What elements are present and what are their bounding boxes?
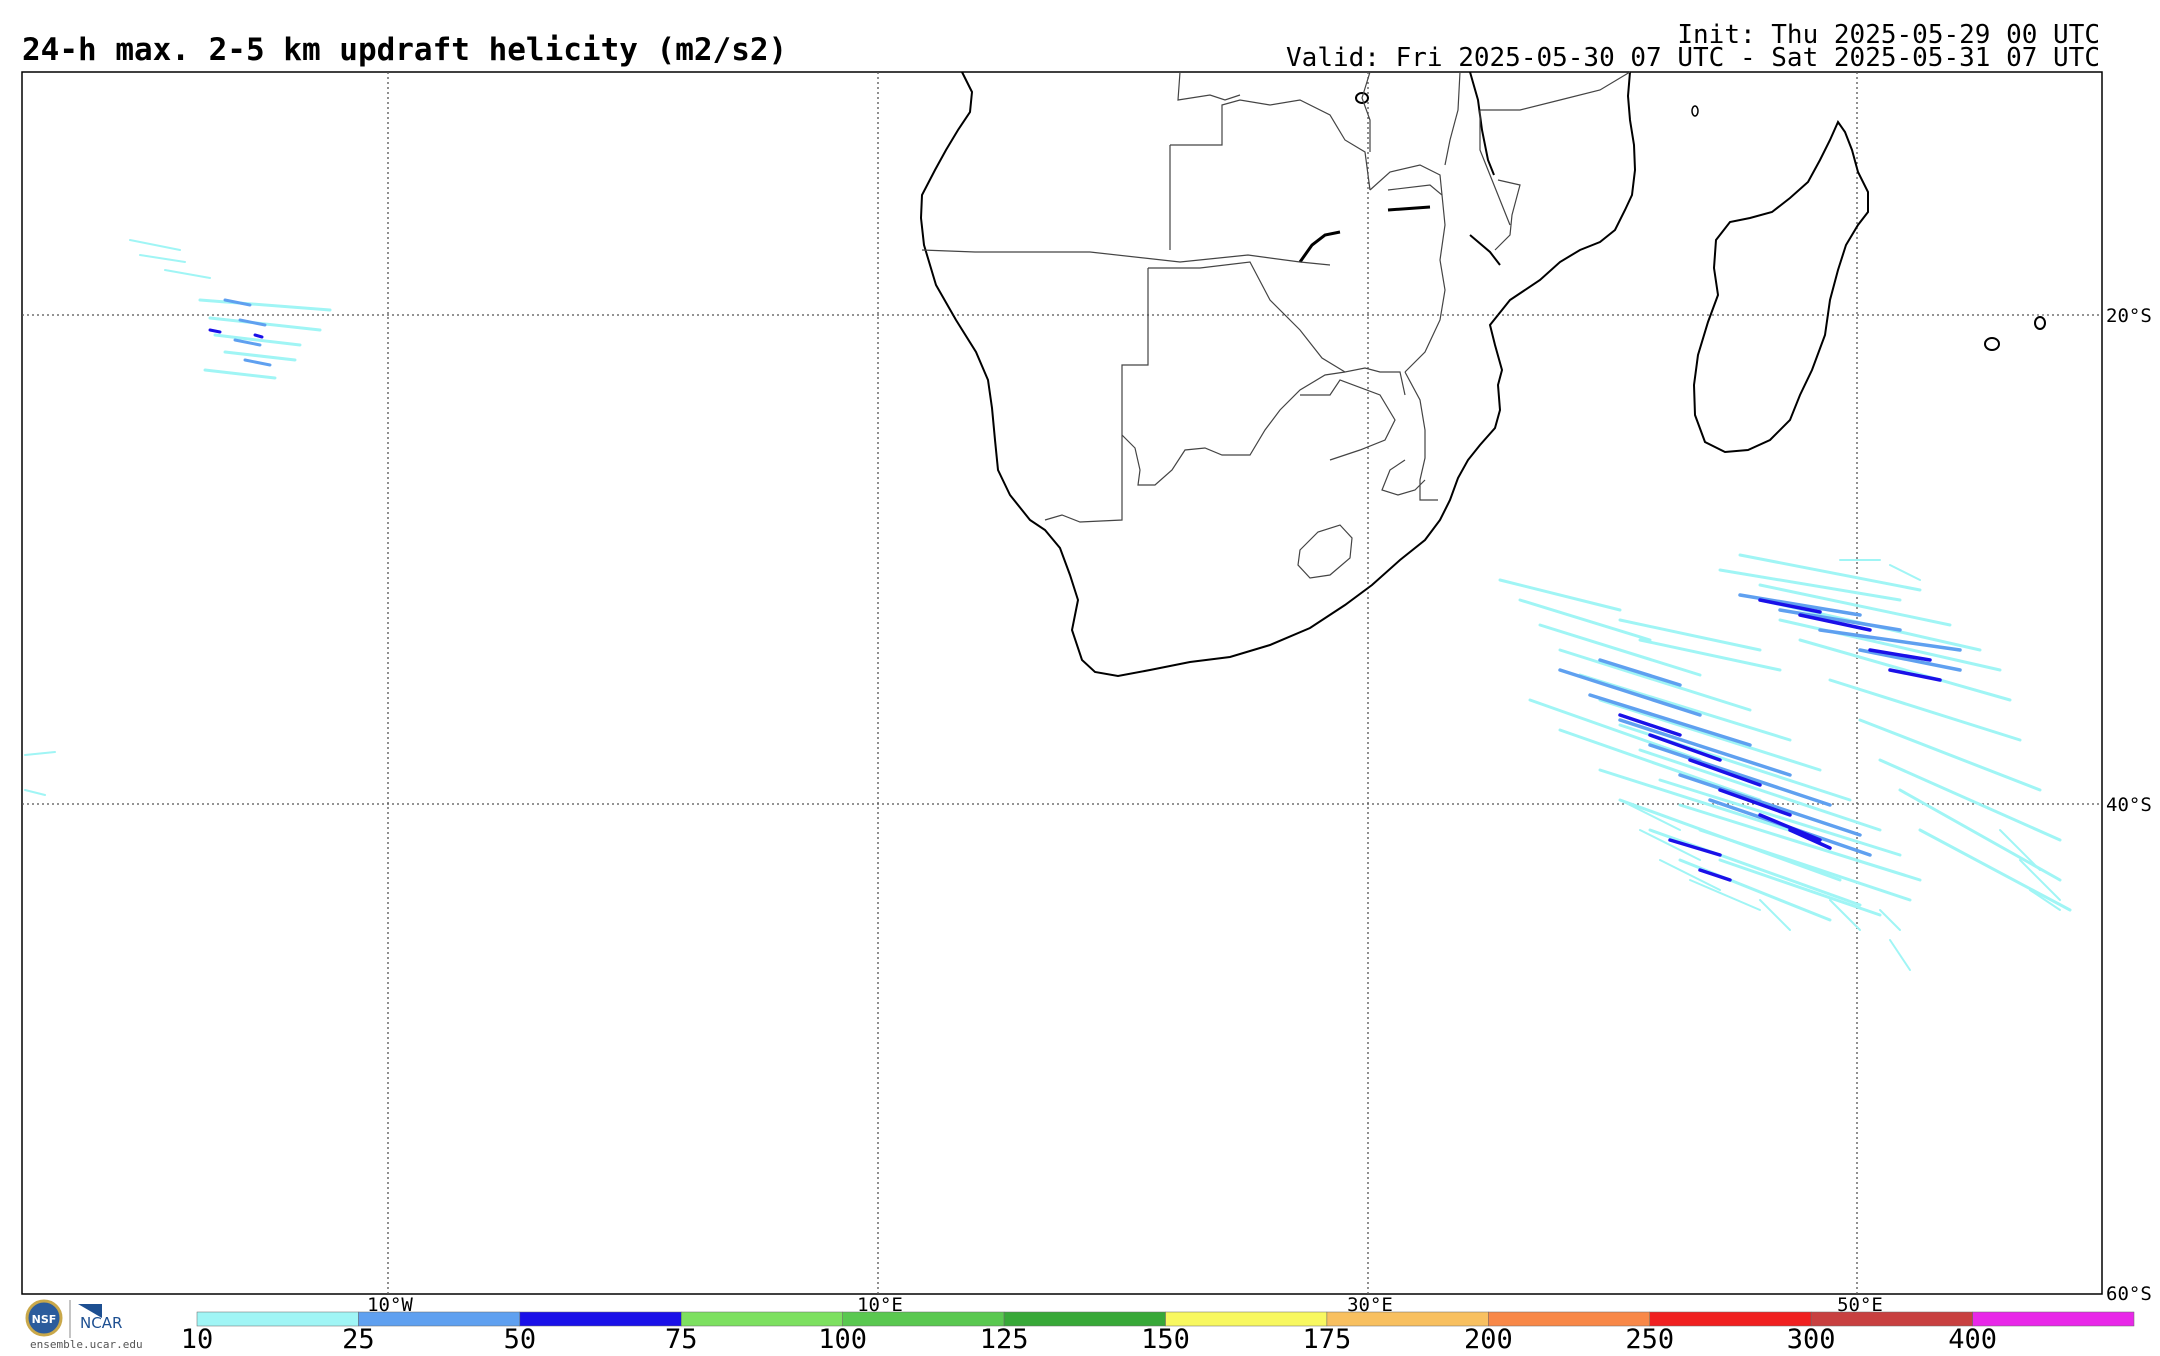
colorbar-tick-label: 200 bbox=[1464, 1324, 1513, 1354]
ncar-label: NCAR bbox=[80, 1314, 122, 1332]
island-reunion bbox=[1984, 337, 2000, 351]
lon-label-50e: 50°E bbox=[1837, 1294, 1883, 1316]
map-title: 24-h max. 2-5 km updraft helicity (m2/s2… bbox=[22, 32, 788, 68]
valid-time: Valid: Fri 2025-05-30 07 UTC - Sat 2025-… bbox=[1286, 43, 2100, 73]
svg-text:NSF: NSF bbox=[32, 1313, 57, 1326]
colorbar: 10 25 50 75 100 125 150 175 200 250 300 400 bbox=[181, 1311, 2135, 1354]
colorbar-swatch bbox=[1972, 1311, 2135, 1327]
ncar-mark-icon bbox=[78, 1304, 102, 1318]
africa-coastline bbox=[919, 71, 1637, 678]
map-frame bbox=[21, 71, 2103, 1295]
colorbar-swatch bbox=[358, 1311, 521, 1327]
island-mauritius bbox=[2034, 316, 2046, 330]
helicity-east-band bbox=[1498, 553, 2072, 971]
lat-label-20s: 20°S bbox=[2106, 305, 2152, 327]
lesotho-border bbox=[1297, 524, 1353, 579]
lon-label-10w: 10°W bbox=[367, 1294, 413, 1316]
colorbar-tick-label: 50 bbox=[504, 1324, 537, 1354]
lake-bangweulu bbox=[1355, 92, 1369, 104]
helicity-field bbox=[24, 239, 2072, 971]
colorbar-tick-label: 250 bbox=[1625, 1324, 1674, 1354]
helicity-west-patch bbox=[24, 239, 332, 796]
site-footer: ensemble.ucar.edu bbox=[30, 1338, 143, 1351]
graticule bbox=[22, 72, 2102, 1294]
colorbar-tick-label: 175 bbox=[1303, 1324, 1352, 1354]
colorbar-tick-label: 300 bbox=[1787, 1324, 1836, 1354]
colorbar-tick-label: 125 bbox=[980, 1324, 1029, 1354]
nsf-ncar-logo: NSF NCAR bbox=[25, 1299, 122, 1338]
colorbar-tick-label: 10 bbox=[181, 1324, 214, 1354]
lake-malawi bbox=[1469, 71, 1495, 176]
colorbar-swatch bbox=[519, 1311, 682, 1327]
lon-label-10e: 10°E bbox=[857, 1294, 903, 1316]
colorbar-tick-label: 75 bbox=[665, 1324, 698, 1354]
colorbar-tick-label: 150 bbox=[1141, 1324, 1190, 1354]
lat-label-40s: 40°S bbox=[2106, 794, 2152, 816]
country-borders bbox=[921, 71, 1631, 523]
init-time: Init: Thu 2025-05-29 00 UTC bbox=[1677, 20, 2100, 50]
colorbar-swatch bbox=[196, 1311, 359, 1327]
zambezi-delta bbox=[1469, 234, 1501, 266]
island-comoros bbox=[1691, 105, 1699, 117]
colorbar-tick-label: 25 bbox=[342, 1324, 375, 1354]
colorbar-tick-label: 400 bbox=[1948, 1324, 1997, 1354]
lake-kariba bbox=[1298, 230, 1341, 263]
lat-label-60s: 60°S bbox=[2106, 1283, 2152, 1305]
lon-label-30e: 30°E bbox=[1347, 1294, 1393, 1316]
nsf-seal-icon bbox=[25, 1299, 63, 1337]
lake-cahora-bassa bbox=[1387, 205, 1431, 212]
colorbar-tick-label: 100 bbox=[818, 1324, 867, 1354]
madagascar bbox=[1692, 119, 1869, 454]
